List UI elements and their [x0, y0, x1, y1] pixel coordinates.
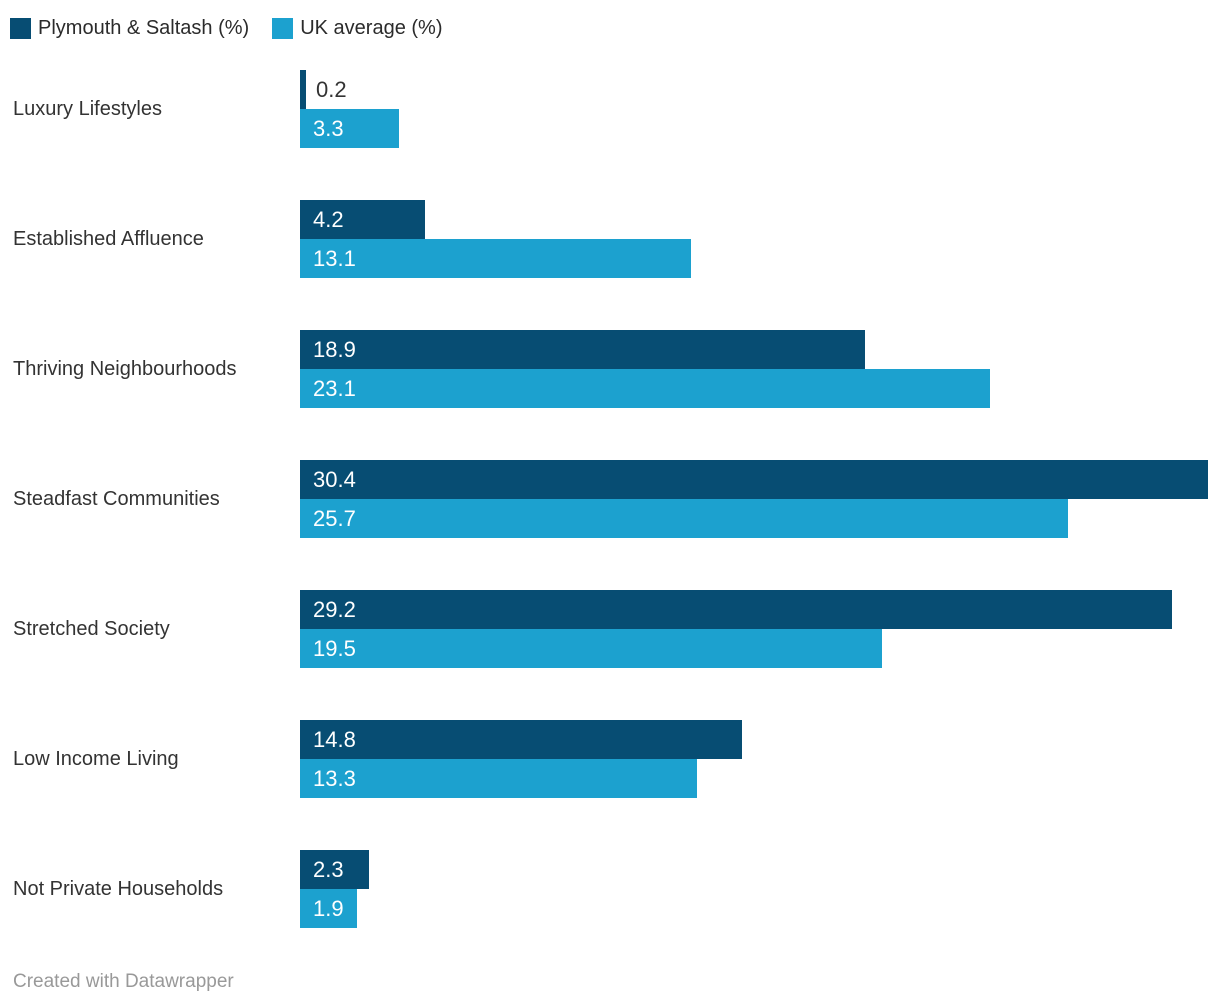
bar-group: Thriving Neighbourhoods 18.9 23.1: [0, 330, 1220, 408]
bar-value-label: 30.4: [313, 467, 356, 492]
category-label: Stretched Society: [13, 617, 170, 640]
bar-uk-average: 19.5: [300, 629, 882, 668]
bar-value-label: 3.3: [313, 116, 344, 141]
bar-value-label: 13.3: [313, 766, 356, 791]
bar-plymouth: 30.4: [300, 460, 1208, 499]
bar-plymouth: 2.3: [300, 850, 369, 889]
bar-uk-average: 25.7: [300, 499, 1068, 538]
legend-swatch-uk-average-icon: [272, 17, 294, 39]
bar-value-label: 2.3: [313, 857, 344, 882]
bar-uk-average: 13.3: [300, 759, 697, 798]
bar-uk-average: 13.1: [300, 239, 691, 278]
bar-uk-average: 23.1: [300, 369, 990, 408]
bar-group: Stretched Society 29.2 19.5: [0, 590, 1220, 668]
bar-plymouth: 29.2: [300, 590, 1172, 629]
legend-item-uk-average: UK average (%): [272, 14, 442, 42]
bar-plymouth: 4.2: [300, 200, 425, 239]
category-label: Low Income Living: [13, 747, 179, 770]
bar-plymouth: 18.9: [300, 330, 865, 369]
legend-label-plymouth: Plymouth & Saltash (%): [38, 17, 250, 39]
bar-value-label: 0.2: [316, 77, 347, 102]
bar-value-label: 25.7: [313, 506, 356, 531]
legend-item-plymouth: Plymouth & Saltash (%): [10, 14, 249, 42]
bar-uk-average: 3.3: [300, 109, 399, 148]
bar-value-label: 4.2: [313, 207, 344, 232]
category-label: Thriving Neighbourhoods: [13, 357, 237, 380]
bar-group: Steadfast Communities 30.4 25.7: [0, 460, 1220, 538]
legend: Plymouth & Saltash (%) UK average (%): [10, 14, 442, 42]
bar-value-label: 19.5: [313, 636, 356, 661]
bar-plymouth: 14.8: [300, 720, 742, 759]
legend-label-uk-average: UK average (%): [300, 17, 443, 39]
category-label: Steadfast Communities: [13, 487, 220, 510]
bar-plymouth: 0.2: [300, 70, 347, 109]
bar-group: Established Affluence 4.2 13.1: [0, 200, 1220, 278]
bar-group: Luxury Lifestyles 0.2 3.3: [0, 70, 1220, 148]
category-label: Established Affluence: [13, 227, 204, 250]
bar-group: Not Private Households 2.3 1.9: [0, 850, 1220, 928]
bar-value-label: 1.9: [313, 896, 344, 921]
bar-value-label: 23.1: [313, 376, 356, 401]
bar-value-label: 18.9: [313, 337, 356, 362]
footer-credit: Created with Datawrapper: [13, 971, 234, 992]
category-label: Not Private Households: [13, 877, 224, 900]
bar-value-label: 14.8: [313, 727, 356, 752]
legend-swatch-plymouth-icon: [10, 17, 31, 39]
bar-uk-average: 1.9: [300, 889, 357, 928]
bar-value-label: 13.1: [313, 246, 356, 271]
category-label: Luxury Lifestyles: [13, 97, 162, 120]
bar-value-label: 29.2: [313, 597, 356, 622]
bar-group: Low Income Living 14.8 13.3: [0, 720, 1220, 798]
